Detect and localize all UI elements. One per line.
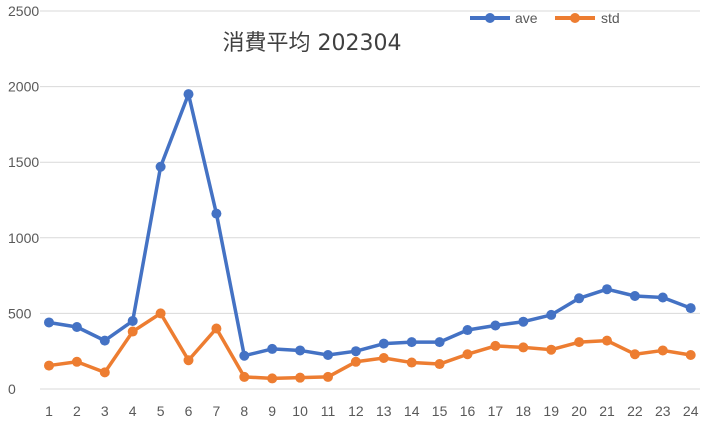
data-point-ave-19: [546, 309, 557, 320]
data-point-std-20: [574, 337, 585, 348]
data-point-ave-14: [406, 337, 417, 348]
x-tick-label: 8: [240, 403, 248, 419]
data-point-std-12: [350, 356, 361, 367]
data-point-std-17: [490, 340, 501, 351]
data-point-ave-13: [378, 338, 389, 349]
y-tick-label: 500: [8, 305, 32, 321]
legend-label-std: std: [601, 10, 620, 26]
legend-marker-std: [570, 13, 580, 23]
data-point-ave-21: [602, 284, 612, 295]
data-point-std-22: [629, 349, 640, 360]
data-point-std-14: [406, 357, 417, 368]
data-point-ave-3: [99, 335, 110, 346]
data-point-ave-10: [295, 345, 306, 356]
x-tick-label: 6: [185, 403, 193, 419]
data-point-ave-23: [657, 292, 668, 303]
x-tick-label: 18: [516, 403, 532, 419]
data-point-std-21: [602, 335, 612, 346]
x-tick-label: 17: [488, 403, 504, 419]
data-point-std-2: [71, 356, 82, 367]
y-tick-label: 2500: [8, 3, 39, 19]
data-point-std-5: [155, 308, 166, 319]
data-point-ave-7: [211, 208, 222, 219]
data-point-std-11: [323, 371, 333, 382]
data-point-ave-22: [629, 291, 640, 302]
data-point-std-7: [211, 323, 222, 334]
data-point-ave-18: [518, 316, 529, 327]
data-point-std-19: [546, 344, 557, 355]
legend-label-ave: ave: [515, 10, 538, 26]
series-layer: [44, 89, 696, 384]
data-point-std-13: [378, 353, 389, 364]
legend-marker-ave: [485, 13, 495, 23]
data-point-ave-24: [685, 303, 696, 314]
data-point-std-4: [127, 326, 138, 337]
x-tick-label: 19: [543, 403, 559, 419]
series-line-ave: [47, 92, 693, 358]
data-point-ave-20: [574, 293, 585, 304]
data-point-std-8: [239, 371, 250, 382]
data-point-ave-11: [323, 349, 333, 360]
data-point-ave-17: [490, 320, 501, 331]
x-tick-label: 7: [213, 403, 221, 419]
legend-item-ave: ave: [470, 10, 538, 26]
x-tick-label: 10: [292, 403, 308, 419]
legend-item-std: std: [555, 10, 620, 26]
data-point-std-10: [295, 372, 306, 383]
x-tick-label: 2: [73, 403, 81, 419]
x-tick-label: 13: [376, 403, 392, 419]
x-tick-label: 3: [101, 403, 109, 419]
x-tick-label: 16: [460, 403, 476, 419]
data-point-std-3: [99, 367, 110, 378]
chart-title: 消費平均 202304: [223, 31, 402, 56]
x-tick-label: 5: [157, 403, 165, 419]
series-std: [44, 308, 696, 384]
series-ave: [44, 89, 696, 361]
data-point-ave-9: [267, 343, 278, 354]
data-point-std-18: [518, 342, 529, 353]
legend: ave std: [470, 10, 620, 26]
data-point-ave-15: [434, 337, 445, 348]
x-tick-label: 14: [404, 403, 420, 419]
data-point-std-24: [685, 349, 696, 360]
y-tick-label: 2000: [8, 79, 39, 95]
y-tick-label: 0: [8, 381, 16, 397]
x-tick-label: 11: [321, 403, 336, 419]
data-point-std-16: [462, 349, 473, 360]
x-tick-label: 12: [348, 403, 364, 419]
data-point-ave-4: [127, 315, 138, 326]
data-point-std-1: [44, 360, 54, 371]
x-tick-label: 24: [683, 403, 699, 419]
x-tick-label: 15: [432, 403, 448, 419]
data-point-ave-5: [155, 161, 166, 172]
x-tick-label: 1: [45, 403, 53, 419]
x-tick-label: 21: [599, 403, 615, 419]
y-tick-label: 1000: [8, 230, 39, 246]
x-tick-label: 22: [627, 403, 643, 419]
data-point-ave-1: [44, 317, 54, 328]
x-tick-label: 4: [129, 403, 137, 419]
data-point-ave-16: [462, 325, 473, 336]
x-tick-label: 9: [268, 403, 276, 419]
data-point-std-15: [434, 359, 445, 370]
data-point-ave-6: [183, 89, 194, 100]
data-point-ave-12: [350, 346, 361, 357]
data-point-std-6: [183, 355, 194, 366]
data-point-ave-2: [71, 322, 82, 333]
data-point-ave-8: [239, 350, 250, 361]
x-tick-label: 20: [571, 403, 587, 419]
data-point-std-9: [267, 373, 278, 384]
grid-lines: [40, 10, 700, 390]
data-point-std-23: [657, 345, 668, 356]
y-tick-label: 1500: [8, 154, 39, 170]
x-axis-ticks: 1 2 3 4 5 6 7 8 9 10 11 12 13 14 15 16 17 18 19 20 21 22 23 24: [45, 403, 699, 419]
y-axis-ticks: 0 500 1000 1500 2000 2500: [8, 3, 39, 397]
x-tick-label: 23: [655, 403, 671, 419]
